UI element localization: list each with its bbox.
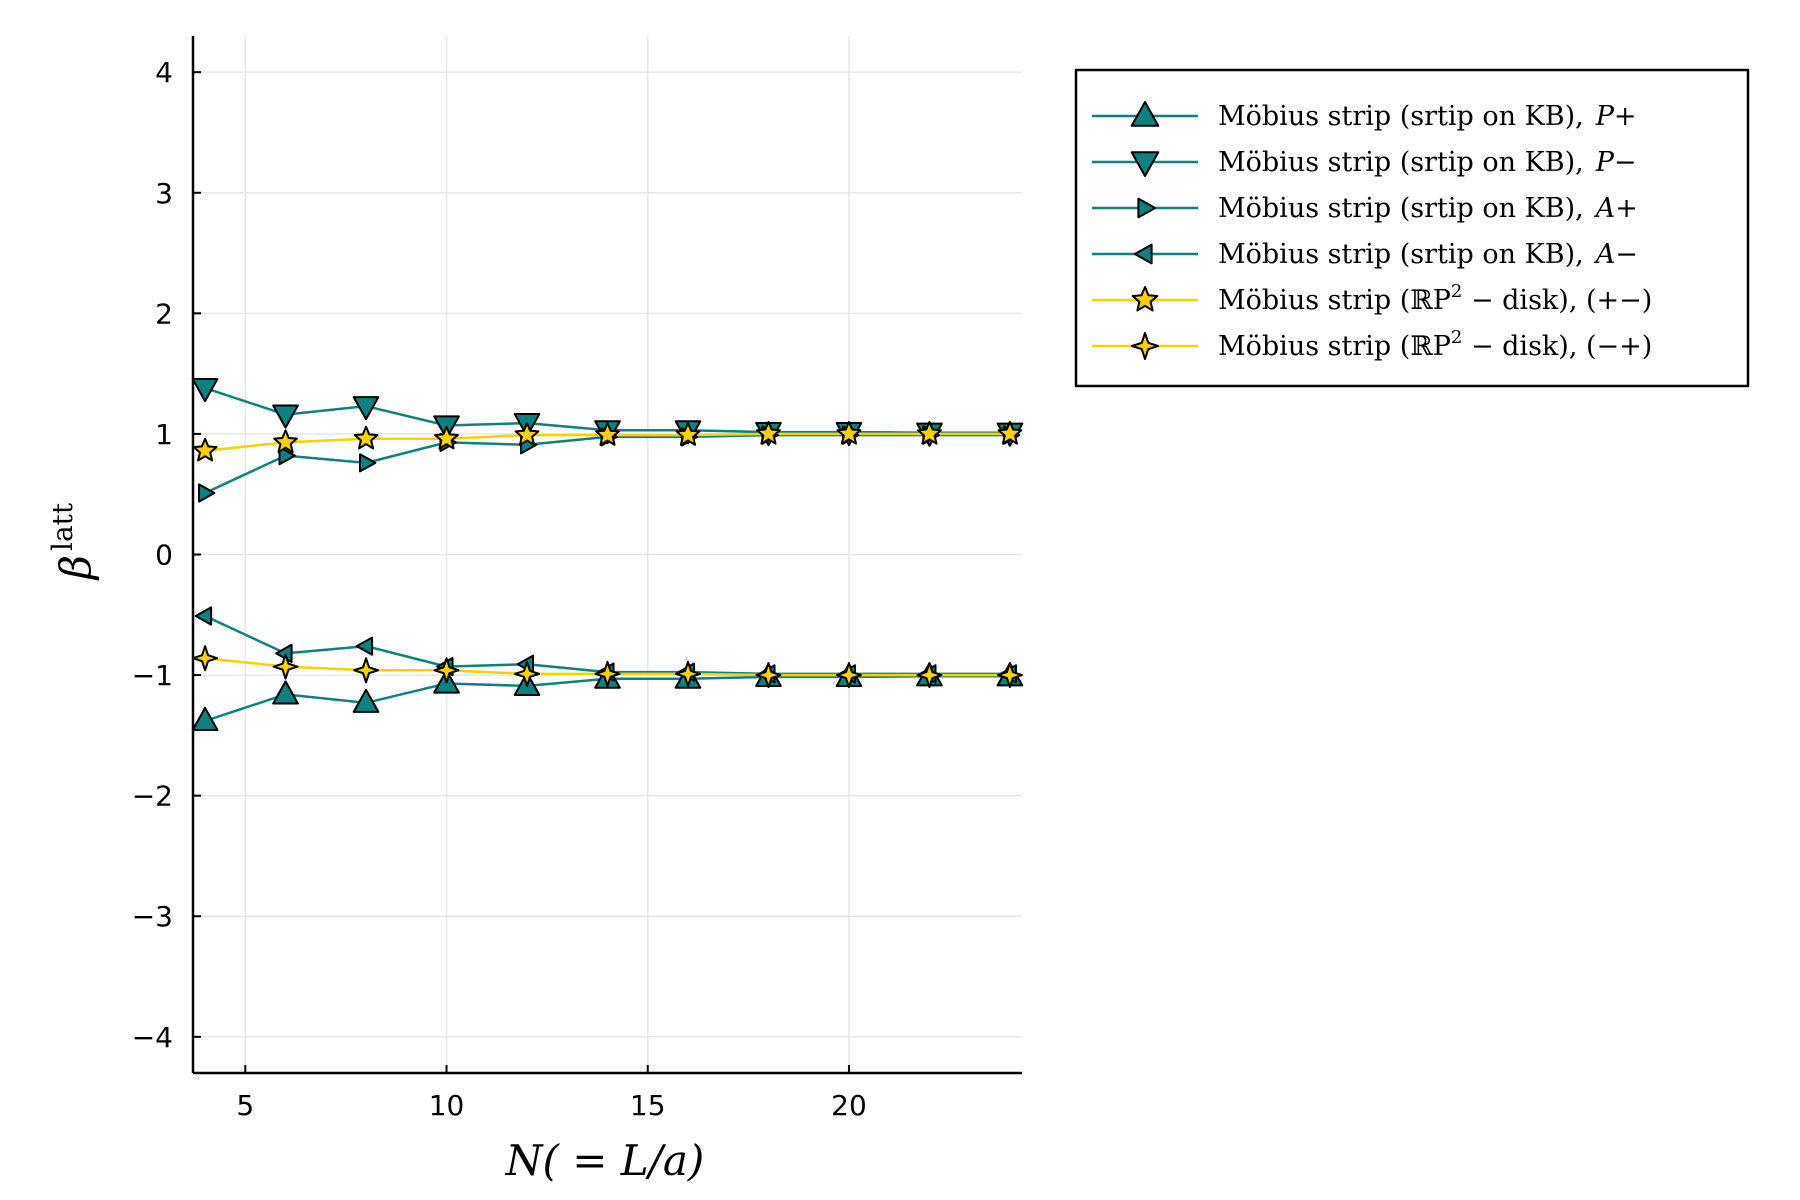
series-5-point bbox=[595, 422, 620, 446]
series-6-point bbox=[594, 660, 621, 687]
series-3-point bbox=[358, 453, 377, 473]
y-axis-label-group: β latt bbox=[46, 502, 100, 581]
series-2-point bbox=[191, 377, 219, 403]
series-6-point bbox=[433, 657, 460, 684]
series-6-point bbox=[192, 645, 219, 672]
series-6-point bbox=[353, 657, 380, 684]
series-1-point bbox=[352, 688, 380, 713]
y-tick-label: −2 bbox=[132, 780, 173, 813]
legend-marker-2 bbox=[1130, 151, 1160, 177]
y-axis-label-superscript: latt bbox=[46, 502, 79, 551]
series-6-point bbox=[996, 662, 1023, 689]
legend-box bbox=[1074, 68, 1750, 388]
y-tick-label: −1 bbox=[132, 659, 173, 692]
y-tick-label: 3 bbox=[155, 177, 173, 210]
series-6-point bbox=[835, 662, 862, 689]
legend-marker-3 bbox=[1137, 197, 1157, 219]
series-3-point bbox=[278, 446, 296, 466]
y-tick-label: −3 bbox=[132, 900, 173, 933]
series-6-point bbox=[514, 660, 541, 687]
legend-marker-5 bbox=[1131, 286, 1159, 312]
series-5-point bbox=[917, 420, 942, 445]
legend: Möbius strip (srtip on KB), P+ Möbius stri… bbox=[1074, 68, 1750, 388]
legend-label-6: Möbius strip (ℝP2 − disk), (−+) bbox=[1218, 327, 1652, 362]
legend-label-4: Möbius strip (srtip on KB), A− bbox=[1218, 239, 1638, 270]
series-1-point bbox=[191, 706, 219, 732]
legend-label-2: Möbius strip (srtip on KB), P− bbox=[1218, 147, 1637, 178]
y-tick-label: 4 bbox=[155, 56, 173, 89]
series-1-point bbox=[272, 680, 299, 705]
series-5-point bbox=[997, 420, 1023, 445]
legend-label-1: Möbius strip (srtip on KB), P+ bbox=[1218, 101, 1637, 132]
series-6-point bbox=[272, 653, 299, 680]
legend-marker-1 bbox=[1130, 101, 1160, 127]
series-5-point bbox=[756, 420, 781, 445]
grid bbox=[193, 36, 1022, 1073]
y-ticks: −4 −3 −2 −1 0 1 2 3 4 bbox=[132, 56, 201, 1054]
series-6-point bbox=[916, 662, 943, 689]
series-group bbox=[191, 377, 1024, 732]
x-tick-label: 10 bbox=[429, 1089, 465, 1122]
x-tick-label: 20 bbox=[831, 1089, 867, 1122]
y-tick-label: −4 bbox=[132, 1021, 173, 1054]
legend-marker-4 bbox=[1133, 243, 1153, 265]
series-5-point bbox=[353, 425, 379, 450]
x-axis-label: N( = L/a) bbox=[505, 1136, 705, 1185]
series-5-point bbox=[514, 422, 540, 446]
series-2-point bbox=[352, 396, 380, 421]
series-6-point bbox=[674, 660, 701, 687]
legend-label-3: Möbius strip (srtip on KB), A+ bbox=[1218, 193, 1638, 224]
legend-label-5: Möbius strip (ℝP2 − disk), (+−) bbox=[1218, 281, 1652, 316]
series-5-point bbox=[192, 437, 218, 462]
x-tick-label: 5 bbox=[236, 1089, 254, 1122]
y-axis-label: β bbox=[51, 555, 100, 581]
series-2-point bbox=[272, 404, 299, 429]
series-5-point bbox=[836, 420, 862, 445]
series-5-point bbox=[434, 425, 459, 450]
x-ticks: 5 10 15 20 bbox=[236, 1065, 867, 1122]
y-tick-label: 2 bbox=[155, 297, 173, 330]
y-tick-label: 1 bbox=[155, 418, 173, 451]
y-tick-label: 0 bbox=[155, 539, 173, 572]
series-6-point bbox=[755, 662, 782, 689]
series-3-point bbox=[198, 483, 216, 503]
series-5-point bbox=[675, 422, 701, 446]
x-tick-label: 15 bbox=[630, 1089, 666, 1122]
series-4-point bbox=[355, 636, 374, 656]
series-5-point bbox=[273, 429, 298, 454]
legend-marker-6 bbox=[1131, 332, 1159, 360]
series-4-point bbox=[194, 606, 213, 626]
